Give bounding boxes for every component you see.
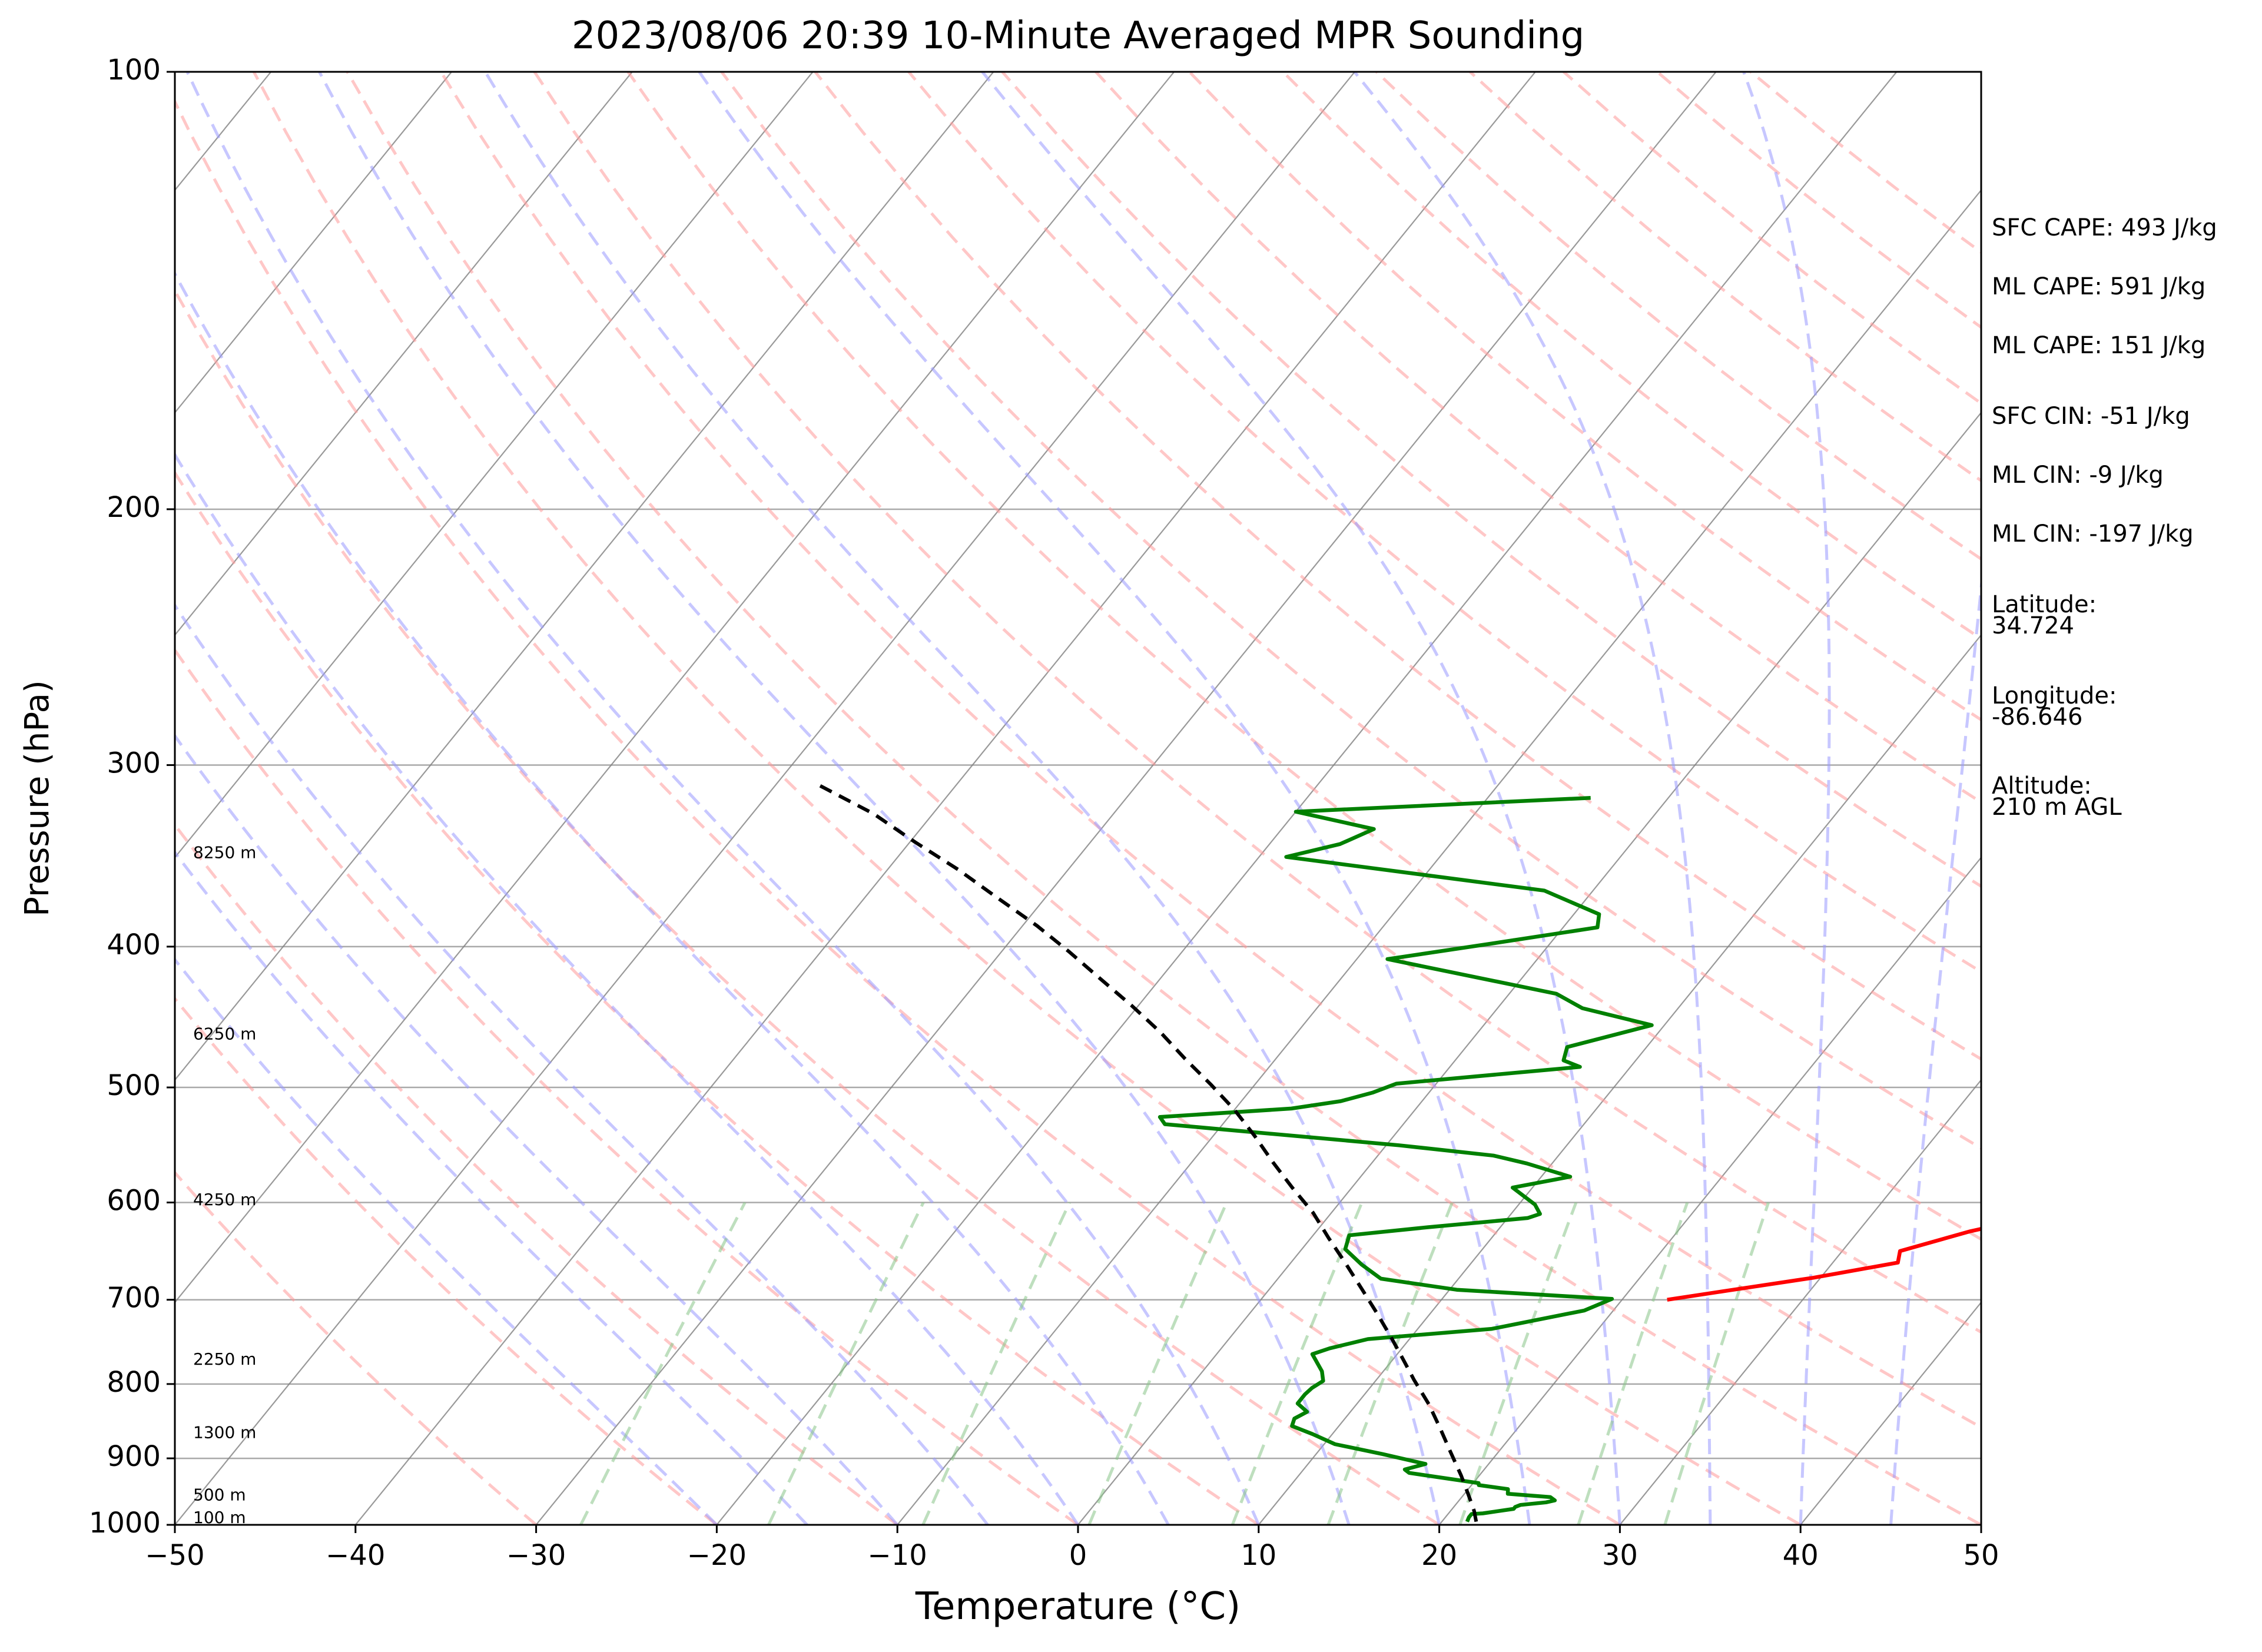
- height-label: 1300 m: [193, 1423, 256, 1442]
- moist-adiabat: [175, 850, 808, 1525]
- mixing-ratio-line: [921, 1202, 1071, 1525]
- y-tick-label: 600: [107, 1184, 161, 1217]
- isotherm-gridline: [175, 72, 452, 414]
- y-tick-label: 700: [107, 1282, 161, 1315]
- y-tick-label: 900: [107, 1440, 161, 1473]
- isotherm-gridline: [1258, 633, 1981, 1525]
- y-tick-label: 100: [107, 54, 161, 87]
- parcel-trace: [819, 784, 1478, 1522]
- stat-annotation: SFC CIN: -51 J/kg: [1992, 403, 2190, 430]
- isotherm-gridline: [1619, 1079, 1981, 1525]
- stat-annotation: ML CAPE: 591 J/kg: [1992, 273, 2205, 300]
- x-tick-label: 30: [1602, 1539, 1638, 1572]
- dry-adiabat: [1001, 72, 1981, 888]
- mixing-ratio-line: [1087, 1202, 1228, 1525]
- moist-adiabat: [484, 72, 1441, 1525]
- isotherm-gridline: [354, 72, 1536, 1525]
- isotherm-gridline: [175, 72, 814, 859]
- dry-adiabat: [1094, 72, 1981, 804]
- isotherm-gridline: [175, 72, 1175, 1303]
- moist-adiabat: [175, 270, 1170, 1525]
- dry-adiabat: [175, 98, 1621, 1525]
- dry-adiabat: [175, 1170, 538, 1525]
- moist-adiabat: [318, 72, 1351, 1525]
- y-tick-label: 400: [107, 928, 161, 961]
- height-label: 2250 m: [193, 1349, 256, 1369]
- height-label: 6250 m: [193, 1024, 256, 1044]
- isotherm-gridline: [716, 72, 1898, 1525]
- mixing-ratio-line: [579, 1202, 747, 1525]
- stat-annotation: ML CIN: -197 J/kg: [1992, 520, 2194, 548]
- stat-annotation: ML CIN: -9 J/kg: [1992, 462, 2164, 489]
- height-label: 8250 m: [193, 842, 256, 862]
- dry-adiabat: [175, 470, 1260, 1525]
- moist-adiabat: [698, 72, 1531, 1525]
- x-tick-label: −40: [326, 1539, 385, 1572]
- stat-annotation: SFC CAPE: 493 J/kg: [1992, 214, 2217, 241]
- moist-adiabat: [175, 957, 718, 1525]
- isotherm-gridline: [1077, 412, 1981, 1525]
- stat-annotation: Altitude: 210 m AGL: [1992, 772, 2122, 821]
- mixing-ratio-line: [1326, 1202, 1454, 1525]
- dry-adiabat: [720, 72, 1981, 1150]
- mixing-ratio-line: [1577, 1202, 1689, 1525]
- y-tick-label: 200: [107, 491, 161, 524]
- x-tick-label: −10: [868, 1539, 927, 1572]
- x-tick-label: 0: [1069, 1539, 1087, 1572]
- height-label: 500 m: [193, 1485, 246, 1505]
- moist-adiabat: [175, 452, 1080, 1525]
- x-tick-label: −30: [506, 1539, 566, 1572]
- isotherm-gridline: [897, 189, 1981, 1525]
- dry-adiabat: [439, 72, 1981, 1429]
- dry-adiabat: [626, 72, 1981, 1241]
- background-lines: [175, 72, 1981, 1525]
- mixing-ratio-line: [767, 1202, 925, 1525]
- stat-annotation: Latitude: 34.724: [1992, 591, 2097, 639]
- dry-adiabat: [252, 72, 1802, 1525]
- x-tick-label: −20: [687, 1539, 747, 1572]
- isotherm-gridline: [175, 72, 1355, 1525]
- isotherm-gridline: [175, 72, 994, 1082]
- dry-adiabat: [346, 72, 1981, 1525]
- moist-adiabat: [1353, 72, 1712, 1525]
- mixing-ratio-line: [1663, 1202, 1770, 1525]
- y-tick-label: 1000: [89, 1507, 161, 1540]
- mixing-ratio-line: [1458, 1202, 1578, 1525]
- x-tick-label: 10: [1241, 1539, 1276, 1572]
- stat-annotation: ML CAPE: 151 J/kg: [1992, 332, 2205, 359]
- dry-adiabat: [533, 72, 1981, 1334]
- y-axis-label: Pressure (hPa): [18, 680, 57, 917]
- isotherm-gridline: [175, 72, 633, 636]
- moist-adiabat: [175, 733, 899, 1525]
- dry-adiabat: [175, 647, 1079, 1525]
- dewpoint-trace: [1157, 795, 1654, 1522]
- dry-adiabat: [175, 287, 1440, 1525]
- stats-annotations: SFC CAPE: 493 J/kg ML CAPE: 591 J/kg ML CA…: [1992, 214, 2217, 821]
- moist-adiabat: [1889, 573, 1981, 1525]
- x-tick-label: 50: [1963, 1539, 1999, 1572]
- chart-title: 2023/08/06 20:39 10-Minute Averaged MPR …: [572, 14, 1584, 58]
- isotherm-gridline: [1438, 856, 1981, 1525]
- y-tick-label: 800: [107, 1366, 161, 1399]
- y-tick-label: 500: [107, 1069, 161, 1102]
- dry-adiabat: [175, 822, 898, 1525]
- temperature-trace: [1667, 1226, 1981, 1302]
- x-axis-label: Temperature (°C): [915, 1585, 1241, 1628]
- x-tick-label: 20: [1421, 1539, 1457, 1572]
- stat-annotation: Longitude: -86.646: [1992, 682, 2117, 731]
- height-label: 4250 m: [193, 1190, 256, 1209]
- sounding-traces: [819, 784, 1981, 1522]
- mixing-ratio-line: [1230, 1202, 1364, 1525]
- axes: −50 −40 −30 −20 −10 0 10 20 30 40 50 1000 900 800 700 6…: [89, 54, 1999, 1572]
- isotherm-gridline: [535, 72, 1717, 1525]
- x-tick-label: 40: [1783, 1539, 1819, 1572]
- moist-adiabat: [1742, 72, 1831, 1525]
- dry-adiabat: [1188, 72, 1981, 722]
- x-tick-label: −50: [145, 1539, 204, 1572]
- y-tick-label: 300: [107, 747, 161, 780]
